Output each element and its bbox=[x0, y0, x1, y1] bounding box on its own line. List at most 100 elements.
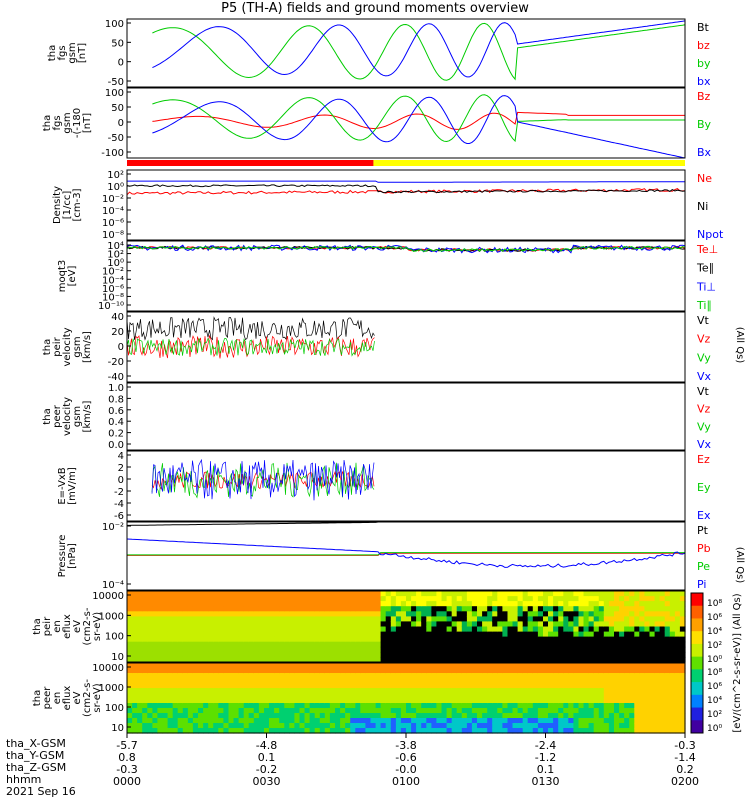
panel-peir-spectrogram: 10000 1000 100 10 thapeirenefluxeV(cm2-s-sr-… bbox=[32, 590, 686, 663]
ylabel-line: moqt3 bbox=[57, 260, 68, 293]
series-Ex-line bbox=[151, 458, 375, 501]
ytick-label: 100 bbox=[105, 632, 124, 643]
legend-Ne: Ne bbox=[697, 172, 712, 185]
colorbar-segment bbox=[691, 618, 703, 632]
legend-Vt: Vt bbox=[697, 314, 710, 327]
xtick-0: -4.8 bbox=[256, 739, 277, 752]
ylabel-line: tha bbox=[32, 618, 43, 634]
xtick-0: -2.4 bbox=[535, 739, 556, 752]
ytick-label: 1.0 bbox=[108, 383, 124, 394]
panel-frame bbox=[126, 240, 686, 312]
ylabel-line: eflux bbox=[62, 614, 73, 639]
legend-Ni: Ni bbox=[697, 200, 708, 213]
ylabel-line: tha bbox=[42, 115, 53, 131]
series-Npot-line bbox=[127, 180, 685, 183]
ylabel-line: gsm bbox=[67, 42, 78, 63]
ylabel-line: fgs bbox=[52, 115, 63, 130]
ylabel-pressure: Pressure[nPa] bbox=[57, 535, 78, 578]
colorbar-segment bbox=[691, 720, 703, 734]
ytick-label: 0 bbox=[118, 118, 124, 129]
ytick-label: 20 bbox=[111, 327, 124, 338]
panel-pressure: 10⁻² 10⁻⁴ Pressure[nPa] Pt Pb Pe Pi bbox=[57, 521, 711, 591]
legend-Pt: Pt bbox=[697, 524, 709, 537]
ytick-label: -4 bbox=[114, 499, 124, 510]
ylabel-peir-velocity: thapeirvelocitygsm[km/s] bbox=[42, 327, 93, 366]
ylabel-line: velocity bbox=[62, 327, 73, 366]
ytick-label: 0.4 bbox=[108, 417, 124, 428]
xtick-2: -0.2 bbox=[256, 763, 277, 776]
ytick-label: 10⁻⁸ bbox=[102, 230, 124, 241]
series-Vt-line bbox=[126, 316, 375, 341]
ytick-label: 10⁻⁴ bbox=[102, 580, 124, 591]
xtick-1: -1.2 bbox=[535, 751, 556, 764]
ylabel-fgs-gsm: thafgsgsm-(-180[nT] bbox=[42, 108, 93, 138]
series-by-line bbox=[152, 22, 686, 81]
page-title: P5 (TH-A) fields and ground moments over… bbox=[221, 1, 529, 16]
colorbar-tick-lower: 10⁸ bbox=[707, 668, 722, 678]
legend-Npot: Npot bbox=[697, 228, 724, 241]
series-Vy-line bbox=[126, 337, 375, 357]
ytick-label: 0.0 bbox=[108, 440, 124, 451]
colorbar-segment bbox=[691, 631, 703, 645]
ytick-label: 10⁴ bbox=[107, 241, 124, 252]
panel-frame bbox=[126, 590, 686, 663]
ytick-label: 10² bbox=[107, 250, 124, 261]
ylabel-line: [eV] bbox=[67, 266, 78, 287]
ylabel-fgs-dsl: thafgsgsm[nT] bbox=[47, 42, 88, 63]
xtick-2: 0.1 bbox=[537, 763, 555, 776]
ylabel-peir-spectrogram: thapeirenefluxeV(cm2-s-sr-eV) bbox=[32, 607, 103, 645]
xtick-1: -1.4 bbox=[674, 751, 695, 764]
ytick-label: 10⁻⁶ bbox=[102, 284, 124, 295]
ylabel-line: (cm2-s- bbox=[82, 679, 93, 717]
ylabel-peer-spectrogram: thapeerenefluxeV(cm2-s-sr-eV) bbox=[32, 679, 103, 717]
ytick-label: -50 bbox=[108, 77, 124, 88]
colorbar-tick: 10⁸ bbox=[707, 599, 722, 609]
ytick-label: 10⁻⁴ bbox=[102, 206, 124, 217]
colorbar-segment bbox=[691, 643, 703, 658]
ytick-label: 1000 bbox=[99, 611, 124, 622]
legend-Vx: Vx bbox=[697, 438, 712, 451]
mode-bar-fast bbox=[127, 160, 374, 166]
colorbar-segment bbox=[691, 682, 703, 696]
ylabel-temperature: moqt3[eV] bbox=[57, 260, 78, 293]
legend-Pe: Pe bbox=[697, 560, 710, 573]
ylabel-line: eV bbox=[72, 691, 83, 704]
ylabel-line: velocity bbox=[62, 397, 73, 436]
ytick-label: -20 bbox=[108, 357, 124, 368]
colorbar-tick-lower: 10² bbox=[707, 710, 722, 720]
ylabel-line: [1/cc] bbox=[62, 191, 73, 220]
ylabel-line: gsm bbox=[72, 406, 83, 427]
ephem-z-label: tha_Z-GSM bbox=[6, 761, 67, 774]
ytick-label: -40 bbox=[108, 372, 124, 383]
xtick-3: 0100 bbox=[392, 775, 420, 788]
panel-frame bbox=[126, 450, 686, 522]
ytick-label: 0 bbox=[118, 342, 124, 353]
series-By-line bbox=[152, 94, 685, 143]
ytick-label: 10000 bbox=[92, 663, 124, 674]
series-Ez-line bbox=[151, 470, 375, 490]
colorbar-tick: 10² bbox=[707, 641, 722, 651]
panel-peer-spectrogram: 10000 1000 100 10 thapeerenefluxeV(cm2-s-sr-… bbox=[32, 662, 686, 734]
xtick-2: -0.0 bbox=[395, 763, 416, 776]
ytick-label: 100 bbox=[105, 19, 124, 30]
ephem-hhmm-label: hhmm bbox=[6, 773, 42, 786]
colorbar-frame bbox=[690, 592, 704, 734]
ylabel-line: fgs bbox=[57, 45, 68, 60]
panel-frame bbox=[126, 521, 686, 591]
colorbar-segment bbox=[691, 656, 703, 670]
series-Ti∥-line bbox=[126, 245, 686, 252]
ylabel-line: gsm bbox=[62, 112, 73, 133]
series-Bx-line bbox=[152, 95, 686, 159]
legend-By: By bbox=[697, 118, 712, 131]
xtick-3: 0000 bbox=[113, 775, 141, 788]
ylabel-line: eflux bbox=[62, 686, 73, 711]
legend-Vz: Vz bbox=[697, 333, 711, 346]
ylabel-line: tha bbox=[47, 45, 58, 61]
panel-peir-velocity: 40 20 0 -20 -40 thapeirvelocitygsm[km/s] Vt Vz V… bbox=[42, 311, 712, 383]
legend-Te∥: Te∥ bbox=[696, 262, 714, 275]
xtick-2: -0.3 bbox=[116, 763, 137, 776]
ylabel-line: [km/s] bbox=[82, 331, 93, 363]
